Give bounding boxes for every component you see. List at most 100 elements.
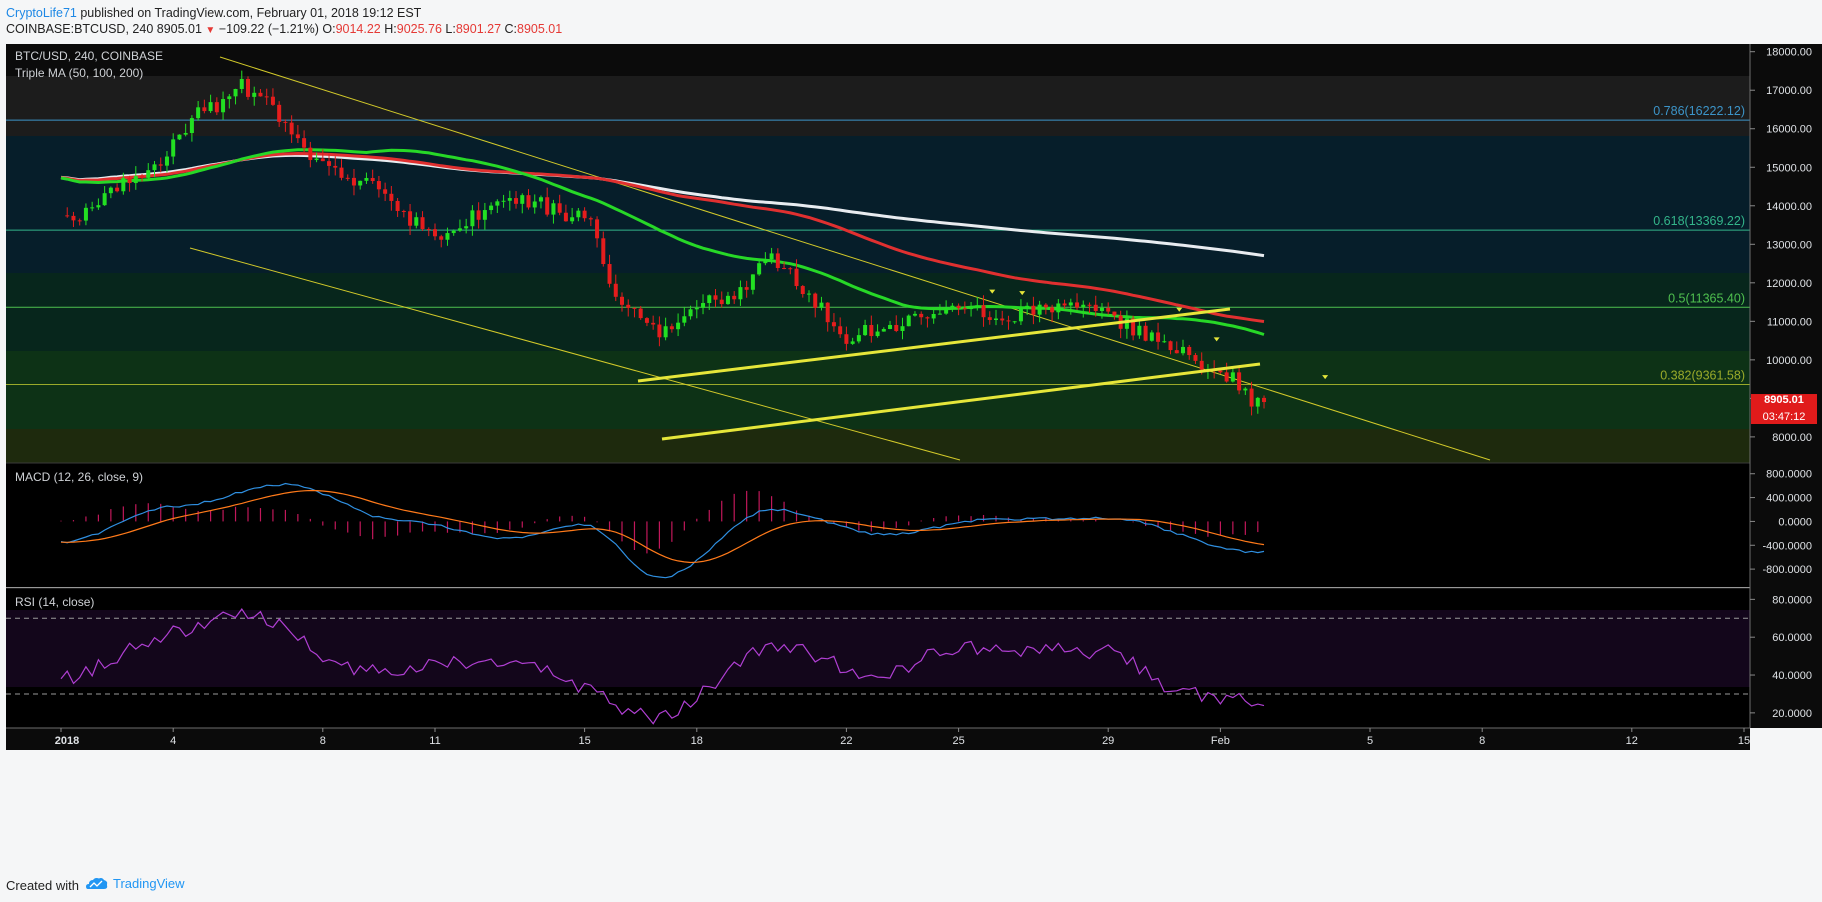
candle-body[interactable]: [376, 181, 381, 190]
candle-body[interactable]: [838, 326, 843, 335]
candle-body[interactable]: [1018, 307, 1023, 322]
candle-body[interactable]: [339, 167, 344, 178]
candle-body[interactable]: [289, 122, 294, 135]
candle-body[interactable]: [152, 164, 157, 171]
candle-body[interactable]: [912, 313, 917, 316]
candle-body[interactable]: [782, 268, 787, 270]
candle-body[interactable]: [426, 229, 431, 231]
candle-body[interactable]: [1262, 397, 1267, 403]
candle-body[interactable]: [856, 335, 861, 342]
candle-body[interactable]: [345, 177, 350, 179]
candle-body[interactable]: [514, 198, 519, 204]
candle-body[interactable]: [975, 305, 980, 308]
candle-body[interactable]: [451, 230, 456, 234]
candle-body[interactable]: [888, 324, 893, 330]
candle-body[interactable]: [937, 313, 942, 315]
candle-body[interactable]: [133, 176, 138, 184]
candle-body[interactable]: [1006, 320, 1011, 322]
candle-body[interactable]: [1037, 304, 1042, 315]
candle-body[interactable]: [769, 253, 774, 260]
candle-body[interactable]: [981, 305, 986, 318]
candle-body[interactable]: [638, 308, 643, 319]
candle-body[interactable]: [227, 96, 232, 100]
chart-canvas[interactable]: BTC/USD, 240, COINBASE Triple MA (50, 10…: [0, 44, 1822, 868]
candle-body[interactable]: [844, 334, 849, 344]
candle-body[interactable]: [707, 295, 712, 304]
candle-body[interactable]: [520, 195, 525, 204]
candle-body[interactable]: [270, 96, 275, 105]
candle-body[interactable]: [164, 156, 169, 166]
candle-body[interactable]: [1062, 303, 1067, 306]
macd-signal-line[interactable]: [60, 489, 1265, 564]
author-link[interactable]: CryptoLife71: [6, 6, 77, 20]
candle-body[interactable]: [669, 326, 674, 330]
time-axis[interactable]: [6, 728, 1750, 750]
candle-body[interactable]: [800, 286, 805, 295]
candle-body[interactable]: [732, 295, 737, 300]
candle-body[interactable]: [1230, 372, 1235, 382]
wedge-lower-line[interactable]: [661, 362, 1261, 441]
candle-body[interactable]: [115, 187, 120, 192]
candle-body[interactable]: [482, 210, 487, 220]
candle-body[interactable]: [1137, 325, 1142, 336]
candle-body[interactable]: [102, 193, 107, 206]
candle-body[interactable]: [370, 178, 375, 182]
candle-body[interactable]: [919, 313, 924, 318]
candle-body[interactable]: [863, 324, 868, 336]
candle-body[interactable]: [108, 187, 113, 194]
candle-body[interactable]: [445, 233, 450, 240]
wedge-upper-line[interactable]: [637, 307, 1231, 383]
candle-body[interactable]: [351, 177, 356, 186]
candle-body[interactable]: [1168, 341, 1173, 351]
candle-body[interactable]: [962, 308, 967, 310]
candle-body[interactable]: [1187, 346, 1192, 356]
candle-body[interactable]: [277, 104, 282, 122]
candle-body[interactable]: [900, 326, 905, 331]
candle-body[interactable]: [177, 134, 182, 140]
candle-body[interactable]: [314, 158, 319, 161]
rsi-title[interactable]: RSI (14, close): [15, 595, 94, 609]
tradingview-logo[interactable]: TradingView: [86, 876, 185, 891]
candle-body[interactable]: [694, 307, 699, 310]
candle-body[interactable]: [688, 309, 693, 317]
ma100-line[interactable]: [60, 151, 1265, 323]
candle-body[interactable]: [239, 79, 244, 89]
candle-body[interactable]: [233, 88, 238, 97]
candle-body[interactable]: [364, 178, 369, 181]
candle-body[interactable]: [651, 322, 656, 325]
candle-body[interactable]: [1000, 318, 1005, 321]
candle-body[interactable]: [295, 134, 300, 139]
candle-body[interactable]: [545, 197, 550, 215]
candle-body[interactable]: [1068, 302, 1073, 306]
candle-body[interactable]: [252, 92, 257, 97]
candle-body[interactable]: [563, 212, 568, 222]
candle-body[interactable]: [570, 217, 575, 222]
candle-body[interactable]: [906, 315, 911, 327]
candle-body[interactable]: [788, 268, 793, 270]
candle-body[interactable]: [807, 293, 811, 295]
candle-body[interactable]: [1174, 350, 1179, 354]
candle-body[interactable]: [1124, 318, 1129, 329]
candle-body[interactable]: [875, 331, 880, 337]
candle-body[interactable]: [701, 303, 706, 308]
candle-body[interactable]: [613, 283, 618, 297]
candle-body[interactable]: [96, 205, 101, 208]
candle-body[interactable]: [71, 215, 76, 221]
candle-body[interactable]: [850, 341, 855, 344]
candle-body[interactable]: [551, 203, 556, 215]
candle-body[interactable]: [158, 164, 163, 166]
candle-body[interactable]: [470, 210, 475, 227]
candle-body[interactable]: [83, 207, 88, 221]
candle-body[interactable]: [595, 219, 600, 239]
candle-body[interactable]: [588, 218, 593, 220]
candle-body[interactable]: [620, 296, 624, 305]
candle-body[interactable]: [725, 295, 730, 305]
candle-body[interactable]: [1131, 318, 1136, 336]
candle-body[interactable]: [1075, 302, 1080, 308]
candle-body[interactable]: [146, 170, 151, 178]
candle-body[interactable]: [408, 211, 413, 226]
candle-body[interactable]: [1224, 372, 1229, 382]
candle-body[interactable]: [1012, 321, 1017, 323]
candle-body[interactable]: [794, 268, 799, 287]
candle-body[interactable]: [1093, 304, 1098, 311]
